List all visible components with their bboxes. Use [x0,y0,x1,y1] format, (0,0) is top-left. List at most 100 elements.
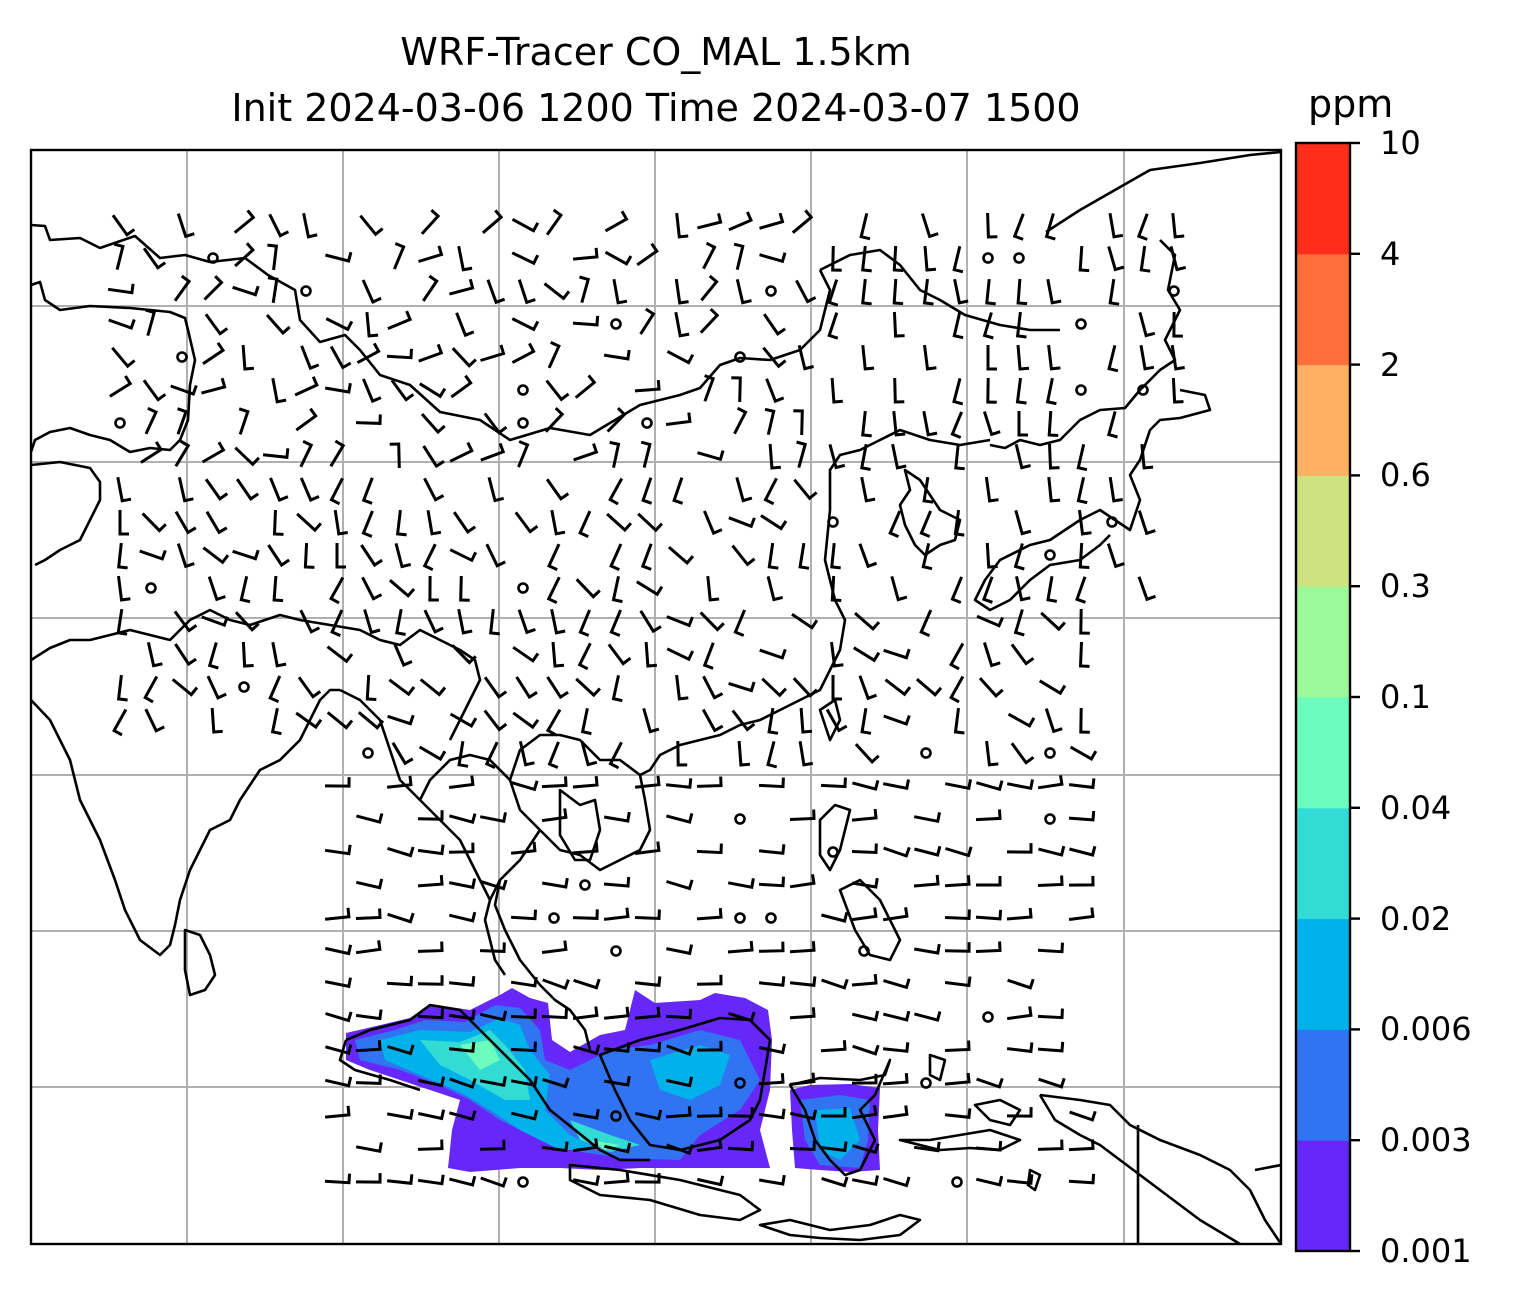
wind-barb [637,512,664,533]
coastline-18 [345,1003,650,1162]
wind-barb [766,576,784,602]
wind-calm-marker [517,417,529,429]
wind-barb [914,845,942,857]
wind-barb [1015,377,1027,405]
wind-barb [923,245,937,272]
wind-barb [541,1008,568,1020]
wind-barb [423,477,445,502]
wind-barb [485,543,506,568]
wind-barb [233,209,256,234]
wind-barb [985,278,996,306]
coastline-22 [788,1058,892,1177]
wind-calm-marker [734,813,746,825]
wind-barb [145,308,157,336]
wind-barb [1137,576,1156,602]
wind-calm-marker [145,582,157,594]
wind-barb [675,674,689,701]
wind-barb [890,576,908,602]
wind-barb [672,477,684,505]
wind-barb [697,450,725,462]
wind-barb [882,779,910,791]
wind-barb [852,780,880,791]
wind-barb [419,382,447,399]
wind-barb [611,674,623,703]
wind-barb [207,576,226,602]
wind-barb [825,708,848,733]
wind-barb [1170,344,1185,371]
wind-calm-marker [300,285,312,297]
wind-barb [1138,312,1156,338]
wind-barb [665,944,694,956]
wind-barb [1108,476,1123,503]
wind-barb [355,1173,382,1184]
wind-barb [550,608,566,635]
wind-barb [324,1173,351,1185]
wind-barb [355,940,382,955]
wind-barb [517,440,530,468]
wind-barb [512,711,540,730]
wind-barb [986,212,998,239]
wind-barb [422,274,439,302]
wind-barb [639,307,656,335]
wind-barb [547,543,561,571]
coastline-6 [639,428,991,777]
wind-barb [541,776,568,789]
wind-barb [697,213,723,230]
wind-barb [296,512,323,533]
wind-barb [325,317,354,332]
wind-barb [883,1176,911,1188]
wind-barb [299,477,320,502]
wind-barb [514,511,539,534]
wind-barb [603,1075,631,1087]
wind-barb [512,645,540,663]
wind-barb [324,1105,351,1119]
wind-barb [675,212,689,239]
wind-calm-marker [517,582,529,594]
wind-barb [944,779,972,791]
wind-barb [665,1106,692,1119]
wind-barb [789,874,816,889]
wind-barb [448,1042,476,1053]
wind-barb [448,1009,476,1021]
wind-barb [387,846,415,858]
wind-barb [205,510,228,535]
wind-barb [542,978,570,991]
wind-barb [676,740,688,767]
wind-barb [365,311,379,338]
wind-barb [547,341,561,369]
wind-barb [696,974,723,986]
wind-barb [365,674,377,701]
wind-barb [1045,377,1057,406]
wind-barb [919,510,932,538]
wind-barb [457,608,473,635]
wind-barb [450,374,473,399]
wind-barb [821,978,849,990]
wind-barb [117,575,131,602]
wind-barb [758,941,785,953]
wind-barb [696,1040,723,1052]
wind-barb [1038,845,1066,857]
wind-barbs [107,208,1187,1188]
wind-barb [666,1143,694,1156]
wind-barb [1075,576,1087,604]
wind-barb [173,274,192,302]
wind-barb [546,676,569,700]
coastline-20 [568,1163,762,1222]
wind-barb [639,610,662,634]
wind-barb [417,1139,444,1151]
wind-barb [356,813,384,824]
wind-barb [511,342,536,364]
wind-barb [357,711,385,730]
wind-barb [329,345,352,370]
wind-barb [603,907,630,921]
wind-barb [883,978,911,990]
coastline-16 [339,688,492,901]
wind-barb [325,1044,353,1056]
wind-barb [891,443,907,470]
wind-barb [1078,542,1090,569]
wind-barb [1006,843,1033,854]
wind-barb [423,609,444,634]
wind-barb [944,875,971,888]
wind-barb [944,909,971,921]
wind-calm-marker [238,681,250,693]
